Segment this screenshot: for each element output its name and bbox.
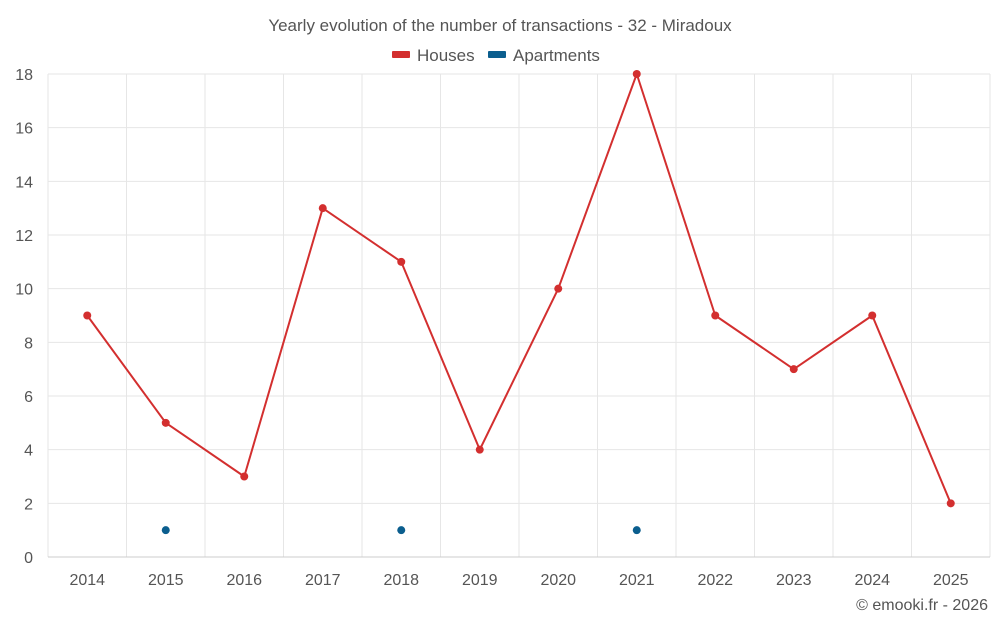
x-tick-label: 2020 [540, 572, 576, 589]
x-tick-label: 2023 [776, 572, 812, 589]
series-line-houses [86, 73, 952, 504]
y-tick-label: 0 [24, 550, 33, 567]
data-point-houses-2021[interactable] [632, 70, 641, 78]
y-tick-label: 6 [24, 389, 33, 406]
legend-swatch-apartments [488, 51, 506, 58]
x-tick-label: 2024 [854, 572, 890, 589]
data-point-houses-2023[interactable] [789, 365, 798, 374]
x-tick-label: 2022 [697, 572, 733, 589]
x-axis-ticks: 2014 2015 2016 2017 2018 2019 2020 2021 2022 2023… [69, 572, 968, 589]
data-point-houses-2024[interactable] [868, 311, 877, 320]
x-tick-label: 2017 [305, 572, 341, 589]
data-point-apartments-2021[interactable] [632, 526, 641, 535]
series-layer [83, 70, 955, 535]
y-tick-label: 16 [15, 121, 33, 138]
legend-label-houses[interactable]: Houses [417, 46, 475, 65]
x-tick-label: 2018 [383, 572, 419, 589]
legend-swatch-houses [392, 51, 410, 58]
data-point-houses-2025[interactable] [946, 499, 955, 508]
y-tick-label: 14 [15, 174, 33, 191]
grid [47, 73, 991, 558]
x-tick-label: 2025 [933, 572, 969, 589]
y-tick-label: 10 [15, 282, 33, 299]
x-tick-label: 2014 [69, 572, 105, 589]
credit-text: © emooki.fr - 2026 [856, 597, 988, 614]
legend-label-apartments[interactable]: Apartments [513, 46, 600, 65]
y-tick-label: 4 [24, 443, 33, 460]
data-point-houses-2022[interactable] [711, 311, 720, 320]
y-tick-label: 18 [15, 67, 33, 84]
y-axis-ticks: 0 2 4 6 8 10 12 14 16 18 [15, 67, 33, 567]
x-tick-label: 2015 [148, 572, 184, 589]
data-point-houses-2015[interactable] [161, 418, 170, 427]
data-point-houses-2017[interactable] [318, 204, 327, 213]
data-point-houses-2019[interactable] [475, 445, 484, 454]
data-point-houses-2018[interactable] [397, 257, 406, 266]
x-tick-label: 2019 [462, 572, 498, 589]
data-point-apartments-2018[interactable] [397, 526, 406, 535]
data-point-apartments-2015[interactable] [161, 526, 170, 535]
x-tick-label: 2021 [619, 572, 655, 589]
y-tick-label: 8 [24, 335, 33, 352]
data-point-houses-2020[interactable] [554, 284, 563, 293]
x-tick-label: 2016 [226, 572, 262, 589]
y-tick-label: 2 [24, 496, 33, 513]
data-point-houses-2014[interactable] [83, 311, 92, 320]
data-point-houses-2016[interactable] [240, 472, 249, 481]
chart-title: Yearly evolution of the number of transa… [268, 16, 732, 35]
y-tick-label: 12 [15, 228, 33, 245]
legend: Houses Apartments [392, 46, 600, 65]
